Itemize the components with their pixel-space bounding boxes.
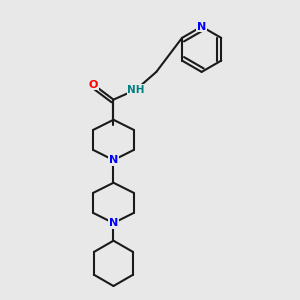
Text: N: N	[197, 22, 206, 32]
Text: N: N	[109, 155, 118, 165]
Text: N: N	[109, 218, 118, 228]
Text: O: O	[88, 80, 98, 89]
Text: NH: NH	[128, 85, 145, 94]
